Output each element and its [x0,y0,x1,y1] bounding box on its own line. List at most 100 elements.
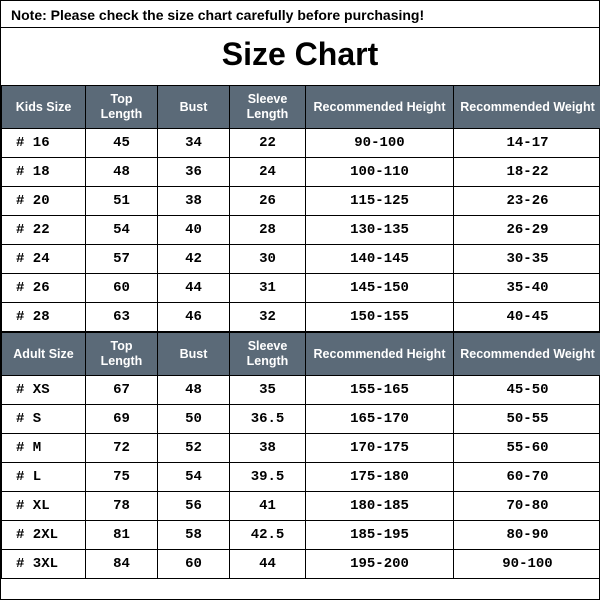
cell-rec-height: 175-180 [306,463,454,492]
cell-rec-weight: 30-35 [454,245,600,274]
cell-top-length: 54 [86,216,158,245]
adult-table: Adult Size Top Length Bust Sleeve Length… [1,332,600,579]
cell-top-length: 67 [86,376,158,405]
cell-top-length: 78 [86,492,158,521]
table-row: # 28634632150-15540-45 [2,303,600,332]
table-row: # XL785641180-18570-80 [2,492,600,521]
cell-rec-weight: 35-40 [454,274,600,303]
cell-sleeve-length: 22 [230,129,306,158]
cell-bust: 48 [158,376,230,405]
cell-rec-height: 195-200 [306,550,454,579]
cell-top-length: 81 [86,521,158,550]
cell-rec-weight: 90-100 [454,550,600,579]
cell-sleeve-length: 38 [230,434,306,463]
col-top-length: Top Length [86,86,158,129]
cell-size: # XS [2,376,86,405]
cell-top-length: 84 [86,550,158,579]
table-row: # 24574230140-14530-35 [2,245,600,274]
cell-rec-height: 150-155 [306,303,454,332]
table-row: # 3XL846044195-20090-100 [2,550,600,579]
cell-rec-height: 140-145 [306,245,454,274]
cell-size: # 22 [2,216,86,245]
cell-rec-height: 100-110 [306,158,454,187]
table-row: # 20513826115-12523-26 [2,187,600,216]
cell-size: # 2XL [2,521,86,550]
col-sleeve-length: Sleeve Length [230,333,306,376]
cell-rec-weight: 18-22 [454,158,600,187]
table-row: # 22544028130-13526-29 [2,216,600,245]
table-row: # 18483624100-11018-22 [2,158,600,187]
cell-size: # 28 [2,303,86,332]
cell-rec-weight: 70-80 [454,492,600,521]
cell-size: # 24 [2,245,86,274]
col-kids-size: Kids Size [2,86,86,129]
col-rec-height: Recommended Height [306,86,454,129]
col-top-length: Top Length [86,333,158,376]
col-rec-height: Recommended Height [306,333,454,376]
kids-table: Kids Size Top Length Bust Sleeve Length … [1,85,600,332]
table-row: # XS674835155-16545-50 [2,376,600,405]
cell-top-length: 48 [86,158,158,187]
cell-bust: 56 [158,492,230,521]
col-rec-weight: Recommended Weight [454,333,600,376]
cell-sleeve-length: 44 [230,550,306,579]
cell-top-length: 72 [86,434,158,463]
cell-bust: 50 [158,405,230,434]
cell-rec-height: 155-165 [306,376,454,405]
cell-top-length: 63 [86,303,158,332]
cell-size: # 3XL [2,550,86,579]
cell-rec-height: 165-170 [306,405,454,434]
table-row: # 2XL815842.5185-19580-90 [2,521,600,550]
cell-top-length: 69 [86,405,158,434]
cell-sleeve-length: 30 [230,245,306,274]
chart-title: Size Chart [1,27,599,85]
cell-bust: 60 [158,550,230,579]
cell-bust: 36 [158,158,230,187]
col-bust: Bust [158,86,230,129]
cell-rec-weight: 45-50 [454,376,600,405]
cell-sleeve-length: 41 [230,492,306,521]
cell-rec-height: 145-150 [306,274,454,303]
size-chart-container: Note: Please check the size chart carefu… [0,0,600,600]
cell-sleeve-length: 39.5 [230,463,306,492]
cell-size: # S [2,405,86,434]
col-rec-weight: Recommended Weight [454,86,600,129]
cell-top-length: 75 [86,463,158,492]
cell-rec-height: 130-135 [306,216,454,245]
cell-rec-weight: 14-17 [454,129,600,158]
cell-sleeve-length: 42.5 [230,521,306,550]
cell-sleeve-length: 31 [230,274,306,303]
cell-top-length: 60 [86,274,158,303]
cell-bust: 44 [158,274,230,303]
cell-top-length: 57 [86,245,158,274]
cell-rec-weight: 80-90 [454,521,600,550]
cell-bust: 34 [158,129,230,158]
cell-sleeve-length: 26 [230,187,306,216]
cell-bust: 38 [158,187,230,216]
cell-rec-weight: 50-55 [454,405,600,434]
table-row: # S695036.5165-17050-55 [2,405,600,434]
cell-bust: 52 [158,434,230,463]
cell-sleeve-length: 28 [230,216,306,245]
cell-bust: 54 [158,463,230,492]
table-row: # L755439.5175-18060-70 [2,463,600,492]
table-row: # M725238170-17555-60 [2,434,600,463]
cell-rec-weight: 60-70 [454,463,600,492]
cell-bust: 40 [158,216,230,245]
cell-rec-height: 90-100 [306,129,454,158]
cell-sleeve-length: 24 [230,158,306,187]
cell-rec-weight: 26-29 [454,216,600,245]
col-sleeve-length: Sleeve Length [230,86,306,129]
cell-rec-weight: 23-26 [454,187,600,216]
cell-rec-height: 185-195 [306,521,454,550]
col-bust: Bust [158,333,230,376]
col-adult-size: Adult Size [2,333,86,376]
cell-bust: 46 [158,303,230,332]
cell-size: # 20 [2,187,86,216]
cell-top-length: 51 [86,187,158,216]
cell-rec-height: 180-185 [306,492,454,521]
cell-size: # 18 [2,158,86,187]
cell-rec-weight: 40-45 [454,303,600,332]
table-row: # 26604431145-15035-40 [2,274,600,303]
cell-sleeve-length: 35 [230,376,306,405]
